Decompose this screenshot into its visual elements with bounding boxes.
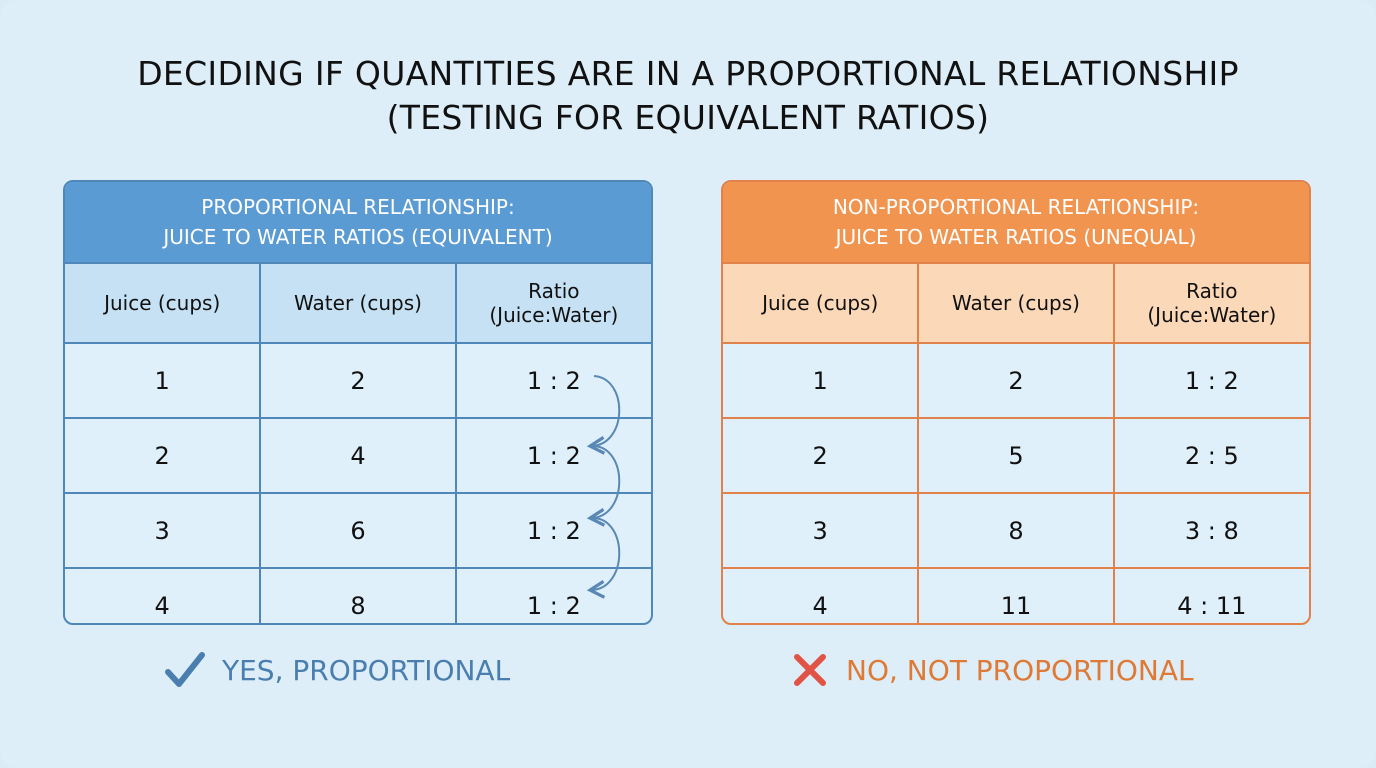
- table-row: 4 11 4 : 11: [723, 567, 1309, 623]
- ratio-cell: 1 : 2: [454, 567, 651, 623]
- non-proportional-table: Juice (cups) Water (cups) Ratio (Juice:W…: [723, 262, 1309, 623]
- table-row: 1 2 1 : 2: [723, 342, 1309, 419]
- heading-line-2: JUICE TO WATER RATIOS (UNEQUAL): [835, 225, 1197, 249]
- non-proportional-verdict: NO, NOT PROPORTIONAL: [790, 648, 1194, 692]
- table-header-row: Juice (cups) Water (cups) Ratio (Juice:W…: [723, 262, 1309, 344]
- ratio-cell: 1 : 2: [1112, 342, 1309, 419]
- water-cell: 5: [917, 417, 1115, 494]
- juice-cell: 4: [65, 567, 262, 623]
- ratio-cell: 1 : 2: [454, 342, 651, 419]
- water-cell: 2: [259, 342, 457, 419]
- ratio-cell: 3 : 8: [1112, 492, 1309, 569]
- juice-cell: 4: [723, 567, 920, 623]
- juice-cell: 1: [65, 342, 262, 419]
- juice-cell: 3: [65, 492, 262, 569]
- proportional-table: Juice (cups) Water (cups) Ratio (Juice:W…: [65, 262, 651, 623]
- juice-cell: 3: [723, 492, 920, 569]
- page-title: DECIDING IF QUANTITIES ARE IN A PROPORTI…: [0, 52, 1376, 140]
- water-cell: 2: [917, 342, 1115, 419]
- ratio-cell: 1 : 2: [454, 417, 651, 494]
- verdict-text: NO, NOT PROPORTIONAL: [846, 653, 1194, 687]
- ratio-cell: 2 : 5: [1112, 417, 1309, 494]
- col-juice: Juice (cups): [65, 262, 262, 344]
- water-cell: 4: [259, 417, 457, 494]
- table-row: 2 5 2 : 5: [723, 417, 1309, 494]
- title-line-1: DECIDING IF QUANTITIES ARE IN A PROPORTI…: [137, 54, 1239, 93]
- water-cell: 8: [917, 492, 1115, 569]
- table-header-row: Juice (cups) Water (cups) Ratio (Juice:W…: [65, 262, 651, 344]
- cross-icon: [794, 654, 826, 686]
- water-cell: 11: [917, 567, 1115, 623]
- ratio-cell: 4 : 11: [1112, 567, 1309, 623]
- table-row: 3 6 1 : 2: [65, 492, 651, 569]
- table-row: 4 8 1 : 2: [65, 567, 651, 623]
- table-row: 1 2 1 : 2: [65, 342, 651, 419]
- heading-line-1: NON-PROPORTIONAL RELATIONSHIP:: [832, 195, 1200, 219]
- col-ratio: Ratio (Juice:Water): [454, 262, 651, 344]
- non-proportional-panel-heading: NON-PROPORTIONAL RELATIONSHIP: JUICE TO …: [723, 182, 1309, 262]
- checkmark-icon: [165, 652, 205, 687]
- ratio-cell: 1 : 2: [454, 492, 651, 569]
- non-proportional-panel: NON-PROPORTIONAL RELATIONSHIP: JUICE TO …: [721, 180, 1311, 625]
- table-row: 3 8 3 : 8: [723, 492, 1309, 569]
- col-ratio-sublabel: (Juice:Water): [489, 303, 619, 327]
- col-water: Water (cups): [917, 262, 1115, 344]
- juice-cell: 1: [723, 342, 920, 419]
- juice-cell: 2: [65, 417, 262, 494]
- water-cell: 6: [259, 492, 457, 569]
- table-row: 2 4 1 : 2: [65, 417, 651, 494]
- col-ratio-label: Ratio: [1186, 279, 1238, 303]
- col-ratio-label: Ratio: [528, 279, 580, 303]
- heading-line-1: PROPORTIONAL RELATIONSHIP:: [201, 195, 515, 219]
- proportional-panel: PROPORTIONAL RELATIONSHIP: JUICE TO WATE…: [63, 180, 653, 625]
- juice-cell: 2: [723, 417, 920, 494]
- col-juice: Juice (cups): [723, 262, 920, 344]
- proportional-panel-heading: PROPORTIONAL RELATIONSHIP: JUICE TO WATE…: [65, 182, 651, 262]
- heading-line-2: JUICE TO WATER RATIOS (EQUIVALENT): [163, 225, 553, 249]
- col-ratio: Ratio (Juice:Water): [1112, 262, 1309, 344]
- verdict-text: YES, PROPORTIONAL: [222, 653, 511, 687]
- col-water: Water (cups): [259, 262, 457, 344]
- title-line-2: (TESTING FOR EQUIVALENT RATIOS): [386, 98, 990, 137]
- water-cell: 8: [259, 567, 457, 623]
- proportional-verdict: YES, PROPORTIONAL: [164, 648, 510, 692]
- col-ratio-sublabel: (Juice:Water): [1147, 303, 1277, 327]
